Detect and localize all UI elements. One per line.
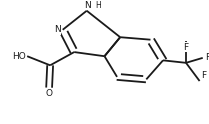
Text: F: F: [184, 43, 189, 52]
Text: N: N: [54, 25, 61, 34]
Text: O: O: [46, 89, 53, 98]
Text: HO: HO: [12, 52, 26, 61]
Text: F: F: [205, 53, 209, 62]
Text: F: F: [201, 71, 206, 80]
Text: H: H: [96, 1, 101, 10]
Text: N: N: [84, 1, 91, 10]
